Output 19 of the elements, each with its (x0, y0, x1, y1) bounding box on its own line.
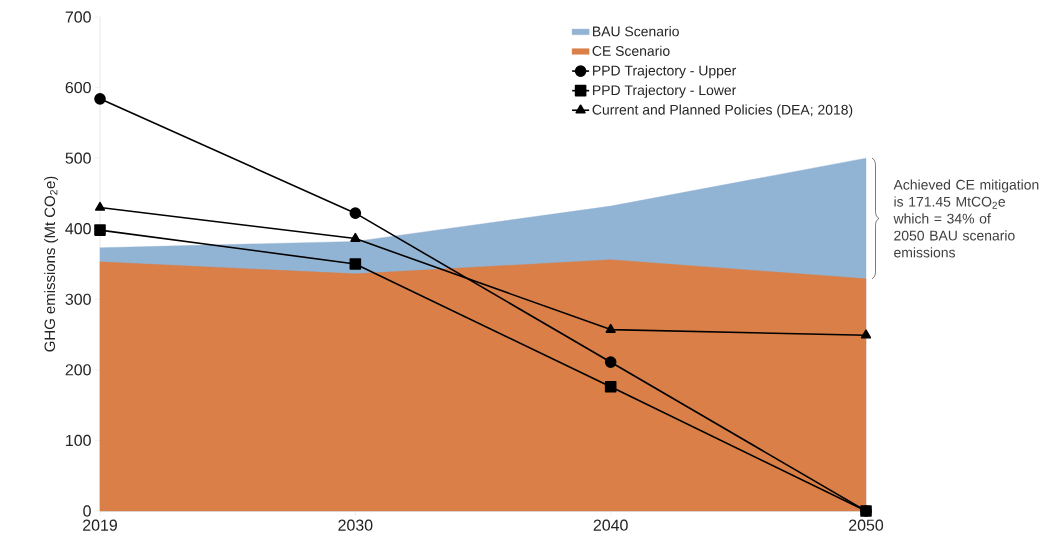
legend-label: PPD Trajectory - Lower (593, 84, 737, 98)
x-tick-label: 2050 (849, 519, 884, 531)
y-tick-label: 200 (65, 364, 91, 376)
y-tick-label: 700 (65, 11, 91, 23)
x-tick-label: 2019 (83, 519, 117, 531)
y-tick-label: 100 (66, 434, 91, 447)
y-tick-label: 600 (65, 81, 91, 94)
legend-label: CE Scenario (592, 45, 670, 56)
legend-label: PPD Trajectory - Upper (593, 65, 737, 79)
y-tick-label: 0 (83, 505, 91, 517)
y-tick-label: 400 (65, 223, 91, 235)
text: Achieved CE mitigation is 171.45 MtCO$_{2}$e which = 34% of 2050 BAU scenario emissions (893, 179, 1039, 258)
legend-label: BAU Scenario (593, 26, 679, 37)
x-tick-label: 2040 (593, 519, 628, 531)
legend-label: Current and Planned Policies (DEA; 2018) (592, 104, 853, 118)
x-tick-label: 2030 (338, 519, 373, 531)
y-tick-label: 500 (65, 152, 91, 164)
y-axis-title: GHG emissions (Mt CO$_{2}$e) (44, 176, 59, 352)
y-tick-label: 300 (65, 293, 91, 305)
